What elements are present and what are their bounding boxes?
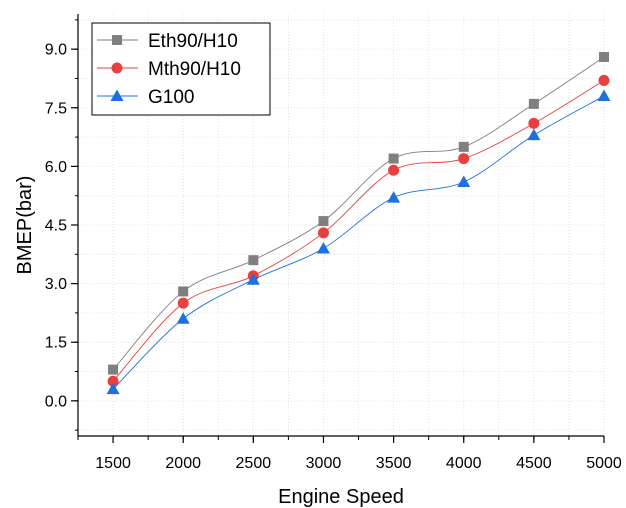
data-point [457,175,471,188]
data-point [458,153,470,165]
y-tick-label: 9.0 [45,42,67,59]
y-tick-label: 0.0 [45,393,67,410]
legend-label: G100 [148,87,194,108]
legend-marker [110,89,124,101]
x-tick-label: 1500 [95,455,131,472]
y-tick-label: 7.5 [45,100,67,117]
axes: 0.0 1.5 3.0 4.5 6.0 7.5 9.0 1500 2000 2500 3000 350… [45,14,622,472]
data-point [108,364,119,375]
y-tick-label: 6.0 [45,159,67,176]
data-point [178,286,189,297]
data-point [246,273,260,285]
x-tick-label: 3000 [306,455,342,472]
data-point [177,297,189,309]
x-tick-label: 5000 [586,455,622,472]
data-point [248,255,259,266]
y-axis-title: BMEP(bar) [14,176,36,275]
data-point [106,382,120,395]
data-point [387,191,401,203]
data-point [528,98,539,109]
data-point [107,375,119,387]
y-tick-label: 4.5 [45,218,67,235]
legend-marker [111,62,123,74]
data-point [317,227,329,239]
data-point [528,117,540,129]
y-tick-label: 3.0 [45,276,67,293]
series-line-g100 [112,95,605,390]
x-tick-label: 4000 [446,455,482,472]
data-point [388,153,399,164]
legend-label: Mth90/H10 [148,59,241,80]
legend-marker [112,35,122,45]
x-tick-label: 4500 [516,455,552,472]
x-tick-label: 2000 [165,455,201,472]
data-point [318,216,329,227]
legend-label: Eth90/H10 [148,31,238,52]
data-point [458,141,469,152]
data-point [599,51,609,62]
series-layer [106,51,611,395]
y-tick-label: 1.5 [45,335,67,352]
data-point [176,312,190,324]
legend: Eth90/H10 Mth90/H10 G100 [91,22,271,116]
data-point [527,128,541,141]
data-point [598,74,610,86]
x-axis-title: Engine Speed [278,486,404,508]
data-point [388,164,400,176]
data-point [597,89,611,102]
x-tick-label: 2500 [236,455,272,472]
x-tick-label: 3500 [376,455,412,472]
data-point [316,241,330,254]
